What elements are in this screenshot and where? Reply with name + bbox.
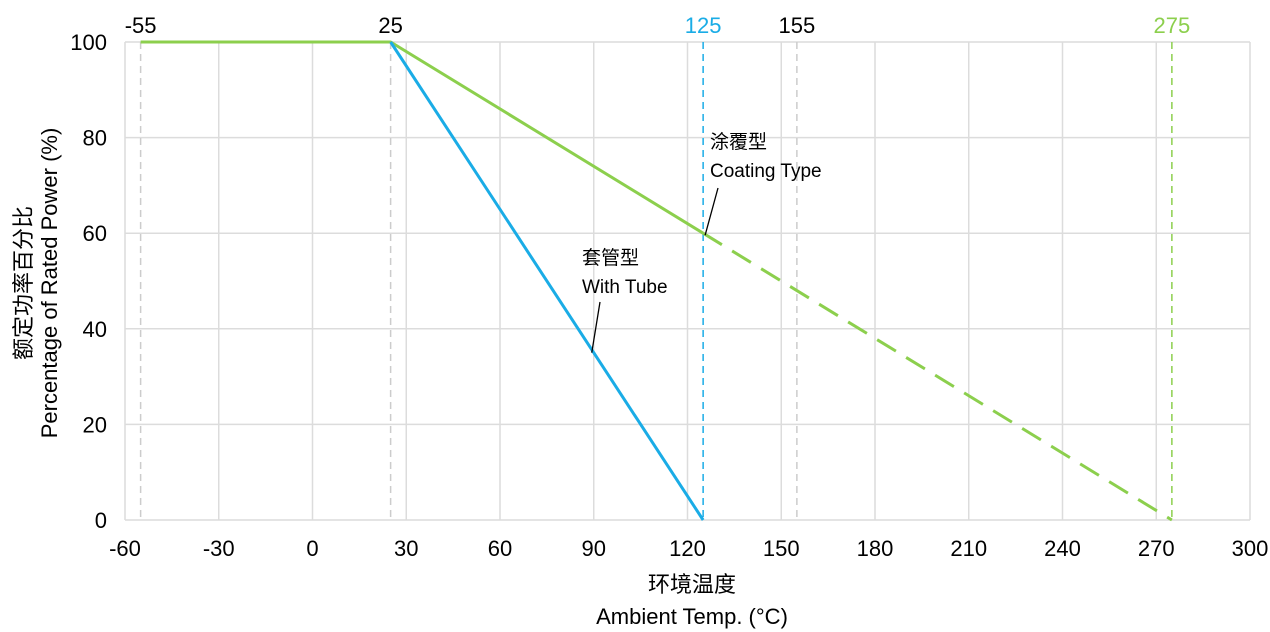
annotation-leader [591,301,601,353]
x-tick-label: 90 [582,536,606,561]
x-tick-label: -60 [109,536,141,561]
y-tick-label: 0 [95,508,107,533]
reference-label: -55 [125,13,157,38]
annotation-text: With Tube [582,277,668,298]
x-tick-label: 120 [669,536,706,561]
y-tick-labels: 0 20 40 60 80 100 [70,30,107,533]
x-tick-label: 210 [950,536,987,561]
y-tick-label: 80 [83,126,107,151]
x-tick-label: 300 [1232,536,1269,561]
y-tick-label: 100 [70,30,107,55]
x-axis-title-cn: 环境温度 [648,572,736,597]
series-line-dashed [702,231,1173,522]
series-lines [140,40,1173,522]
y-axis-title-en: Percentage of Rated Power (%) [37,128,62,439]
x-tick-labels: -60 -30 0 30 60 90 120 150 180 210 240 270 300 [109,536,1268,561]
x-tick-label: 150 [763,536,800,561]
y-tick-label: 60 [83,221,107,246]
annotation-text: Coating Type [710,161,822,182]
x-tick-label: 180 [857,536,894,561]
reference-labels: -55 25 125 155 275 [125,13,1191,38]
reference-label: 25 [378,13,402,38]
x-tick-label: 240 [1044,536,1081,561]
reference-label: 155 [779,13,816,38]
x-tick-label: -30 [203,536,235,561]
x-tick-label: 30 [394,536,418,561]
x-tick-label: 60 [488,536,512,561]
y-axis-title-cn: 额定功率百分比 [11,206,36,360]
grid-lines [124,41,1251,521]
x-tick-label: 270 [1138,536,1175,561]
y-tick-label: 40 [83,317,107,342]
annotation-leader [704,187,719,236]
x-axis-title-en: Ambient Temp. (°C) [596,604,788,629]
reference-label: 125 [685,13,722,38]
reference-label: 275 [1154,13,1191,38]
annotations: 涂覆型 Coating Type 套管型 With Tube [582,131,822,353]
reference-lines [139,42,1173,520]
x-tick-label: 0 [306,536,318,561]
series-line-solid [389,41,705,521]
annotation-text: 涂覆型 [710,131,767,153]
y-tick-label: 20 [83,412,107,437]
annotation-text: 套管型 [582,247,639,269]
